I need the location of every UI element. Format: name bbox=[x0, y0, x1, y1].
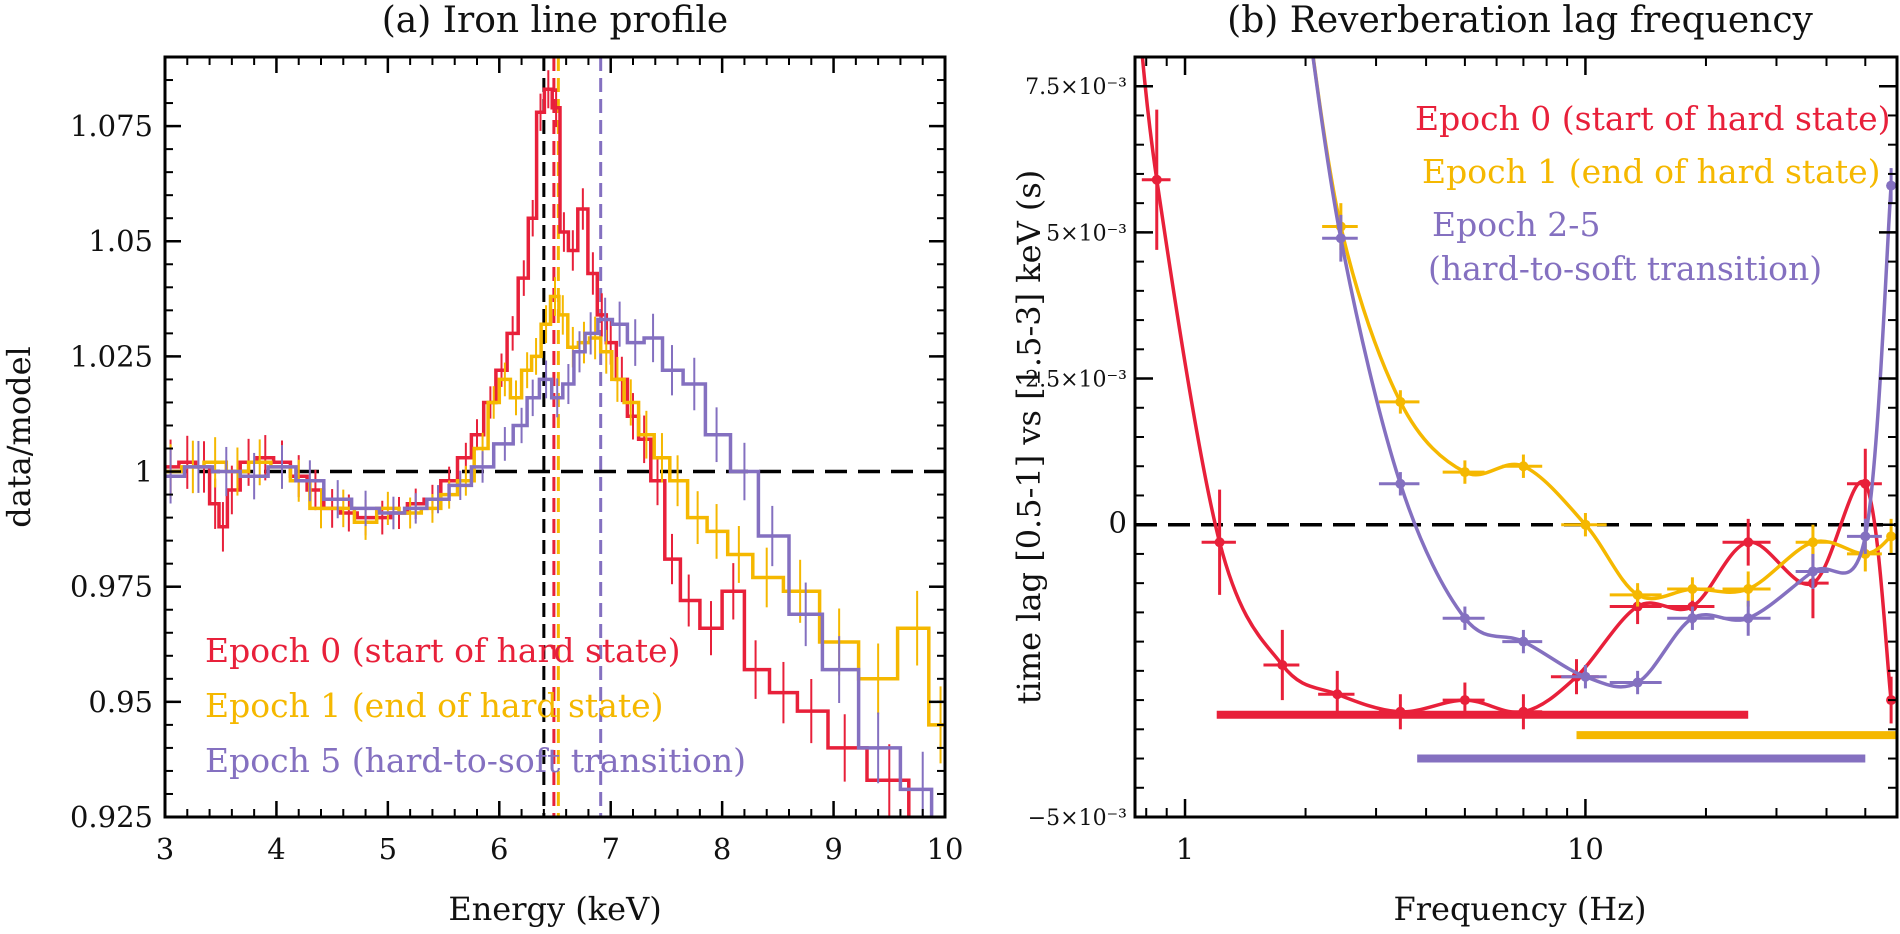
panel-b-point-2-7 bbox=[1743, 613, 1754, 624]
panel-a-xtick-label-1: 4 bbox=[267, 832, 285, 866]
panel-a-legend-epoch5: Epoch 5 (hard-to-soft transition) bbox=[205, 741, 746, 780]
panel-a-ytick-label-3: 1 bbox=[135, 455, 153, 489]
panel-a: (a) Iron line profile Energy (keV) data/… bbox=[0, 0, 963, 928]
panel-b-xlabel: Frequency (Hz) bbox=[1394, 890, 1647, 928]
panel-b-point-0-5 bbox=[1459, 695, 1470, 706]
panel-a-xtick-label-3: 6 bbox=[490, 832, 508, 866]
panel-b-point-2-2 bbox=[1459, 613, 1470, 624]
panel-b-point-2-9 bbox=[1860, 531, 1871, 542]
panel-a-legend-epoch0: Epoch 0 (start of hard state) bbox=[205, 631, 681, 670]
panel-b-point-0-10 bbox=[1743, 537, 1754, 548]
panel-b-point-0-3 bbox=[1332, 689, 1343, 700]
panel-b-legend-epoch0: Epoch 0 (start of hard state) bbox=[1415, 99, 1891, 138]
panel-b-xtick-label-0: 1 bbox=[1176, 832, 1194, 866]
panel-a-xtick-label-5: 8 bbox=[713, 832, 731, 866]
panel-b-curve-2 bbox=[1311, 57, 1893, 689]
panel-a-ytick-label-0: 0.925 bbox=[70, 800, 153, 834]
panel-b-point-1-4 bbox=[1580, 519, 1591, 530]
panel-b-point-2-6 bbox=[1687, 613, 1698, 624]
panel-b-legend-epoch1: Epoch 1 (end of hard state) bbox=[1422, 152, 1881, 191]
panel-b-point-2-10 bbox=[1886, 180, 1897, 191]
panel-b-point-0-6 bbox=[1518, 706, 1529, 717]
panel-b-point-0-2 bbox=[1277, 660, 1288, 670]
panel-b: (b) Reverberation lag frequency Frequenc… bbox=[1010, 0, 1899, 928]
panel-a-legend: Epoch 0 (start of hard state) Epoch 1 (e… bbox=[205, 631, 746, 780]
panel-b-point-2-1 bbox=[1395, 478, 1406, 489]
panel-b-point-1-8 bbox=[1807, 537, 1818, 548]
panel-a-frame bbox=[163, 55, 947, 819]
panel-b-point-2-3 bbox=[1518, 636, 1529, 647]
panel-b-legend-epoch2-5: Epoch 2-5 bbox=[1432, 205, 1600, 244]
panel-a-series bbox=[165, 70, 945, 817]
panel-b-ytick-label-1: 0 bbox=[1109, 506, 1127, 540]
panel-b-curve-1 bbox=[1311, 57, 1893, 601]
panel-b-point-0-1 bbox=[1214, 537, 1225, 548]
panel-a-xtick-label-6: 9 bbox=[824, 832, 842, 866]
panel-b-legend: Epoch 0 (start of hard state) Epoch 1 (e… bbox=[1415, 99, 1891, 288]
panel-b-point-2-0 bbox=[1335, 233, 1346, 244]
panel-b-point-2-8 bbox=[1807, 566, 1818, 577]
panel-b-point-1-3 bbox=[1518, 461, 1529, 472]
panel-b-xtick-label-1: 10 bbox=[1567, 832, 1604, 866]
panel-b-ytick-label-4: 7.5×10⁻³ bbox=[1025, 75, 1127, 100]
panel-b-ticks: 1 10 −5×10⁻³ 0 2.5×10⁻³ 5×10⁻³ 7.5×10⁻³ bbox=[1025, 57, 1897, 866]
panel-a-legend-epoch1: Epoch 1 (end of hard state) bbox=[205, 686, 664, 725]
panel-a-ylabel: data/model bbox=[0, 346, 38, 528]
panel-a-step-line-0 bbox=[165, 87, 911, 817]
panel-b-point-1-2 bbox=[1459, 467, 1470, 478]
panel-b-point-1-7 bbox=[1743, 584, 1754, 594]
panel-b-point-2-4 bbox=[1580, 671, 1591, 682]
panel-a-xlabel: Energy (keV) bbox=[448, 890, 661, 928]
panel-b-ytick-label-2: 2.5×10⁻³ bbox=[1025, 368, 1127, 393]
panel-b-ytick-label-3: 5×10⁻³ bbox=[1046, 221, 1127, 246]
panel-b-frame bbox=[1133, 55, 1899, 819]
panel-b-point-1-10 bbox=[1886, 531, 1897, 542]
panel-a-xtick-label-0: 3 bbox=[156, 832, 174, 866]
panel-b-point-1-6 bbox=[1687, 584, 1698, 594]
panel-b-point-2-5 bbox=[1632, 677, 1643, 688]
panel-a-title: (a) Iron line profile bbox=[382, 0, 728, 41]
panel-b-point-0-12 bbox=[1860, 478, 1871, 489]
panel-a-ytick-label-2: 0.975 bbox=[70, 570, 153, 604]
panel-b-ytick-label-0: −5×10⁻³ bbox=[1028, 806, 1127, 831]
panel-b-point-1-5 bbox=[1632, 589, 1643, 600]
panel-a-xtick-label-4: 7 bbox=[601, 832, 619, 866]
panel-b-ylabel: time lag [0.5-1] vs [1.5-3] keV (s) bbox=[1010, 170, 1048, 705]
panel-b-point-0-4 bbox=[1395, 706, 1406, 717]
panel-a-ytick-label-5: 1.05 bbox=[88, 224, 153, 258]
panel-b-title: (b) Reverberation lag frequency bbox=[1227, 0, 1813, 41]
panel-a-xtick-label-7: 10 bbox=[927, 832, 964, 866]
panel-a-ytick-label-4: 1.025 bbox=[70, 339, 153, 373]
panel-b-point-0-0 bbox=[1151, 174, 1162, 185]
panel-a-xtick-label-2: 5 bbox=[379, 832, 397, 866]
panel-b-series bbox=[1140, 57, 1897, 763]
panel-a-ytick-label-6: 1.075 bbox=[70, 109, 153, 143]
panel-b-point-1-1 bbox=[1395, 396, 1406, 407]
panel-a-ytick-label-1: 0.95 bbox=[88, 685, 153, 719]
panel-b-legend-epoch2-5-note: (hard-to-soft transition) bbox=[1428, 249, 1822, 288]
